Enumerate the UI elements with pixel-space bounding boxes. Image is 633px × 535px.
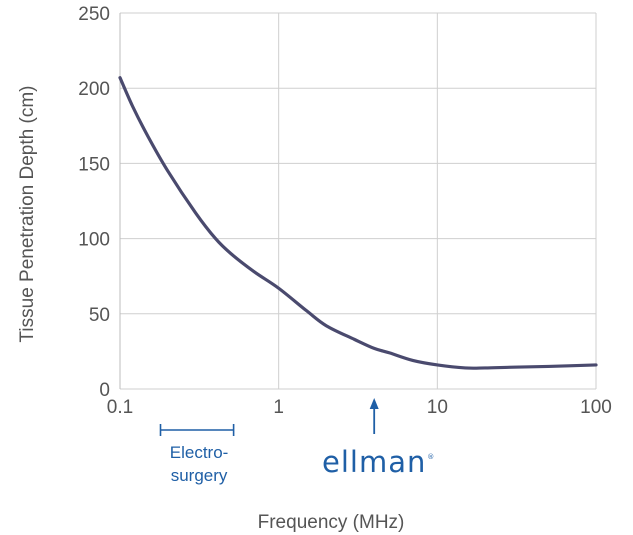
- x-tick-label: 0.1: [107, 397, 133, 418]
- y-tick-label: 100: [78, 230, 110, 251]
- y-tick-label: 250: [78, 4, 110, 25]
- electrosurgery-label-line2: surgery: [171, 466, 228, 485]
- x-tick-label: 1: [273, 397, 284, 418]
- electrosurgery-label-line1: Electro-: [170, 443, 229, 462]
- y-tick-label: 0: [99, 380, 110, 401]
- grid: [119, 12, 597, 390]
- x-tick-label: 10: [427, 397, 448, 418]
- y-axis-title: Tissue Penetration Depth (cm): [17, 86, 38, 343]
- x-axis-title: Frequency (MHz): [258, 512, 405, 533]
- y-tick-labels: 0 50 100 150 200 250: [78, 4, 110, 401]
- y-tick-label: 200: [78, 79, 110, 100]
- y-tick-label: 150: [78, 154, 110, 175]
- x-tick-label: 100: [580, 397, 612, 418]
- ellman-annotation: ellman ®: [322, 398, 434, 479]
- x-tick-labels: 0.1 1 10 100: [107, 397, 612, 418]
- series-group: [118, 76, 598, 370]
- y-tick-label: 50: [89, 305, 110, 326]
- electrosurgery-annotation: Electro- surgery: [159, 424, 235, 485]
- ellman-arrow-head: [369, 398, 379, 409]
- ellman-registered-mark: ®: [427, 453, 434, 461]
- series-line: [118, 76, 598, 370]
- ellman-logo: ellman: [322, 445, 426, 479]
